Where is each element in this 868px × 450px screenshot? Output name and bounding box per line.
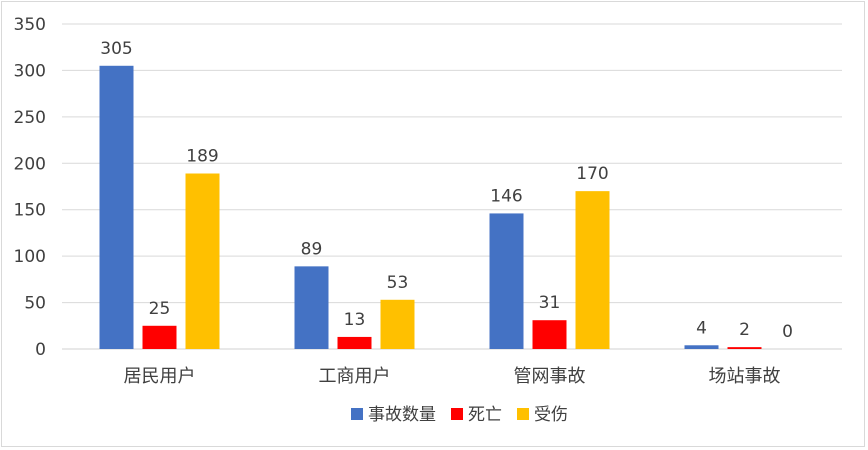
data-label: 13 — [344, 310, 366, 330]
x-tick-label: 场站事故 — [709, 366, 781, 387]
legend-label: 事故数量 — [368, 405, 436, 425]
legend-label: 受伤 — [534, 405, 568, 425]
data-label: 0 — [782, 322, 793, 342]
x-tick-label: 管网事故 — [514, 366, 586, 387]
data-label: 89 — [301, 239, 323, 259]
data-label: 2 — [739, 320, 750, 340]
data-label: 53 — [387, 273, 409, 293]
legend-item: 死亡 — [451, 405, 502, 425]
legend-item: 事故数量 — [351, 405, 436, 425]
data-labels: 305 25 189 89 13 53 146 31 170 4 2 0 — [100, 39, 793, 342]
y-tick-label: 150 — [14, 201, 46, 221]
bar — [489, 213, 524, 349]
bars — [99, 65, 762, 350]
bar — [185, 173, 220, 349]
y-tick-label: 100 — [14, 247, 46, 267]
legend-swatch — [451, 408, 463, 420]
bar — [380, 299, 415, 349]
legend-swatch — [517, 408, 529, 420]
data-label: 4 — [696, 318, 707, 338]
legend-item: 受伤 — [517, 405, 568, 425]
bar — [532, 320, 567, 349]
bar — [142, 325, 177, 349]
data-label: 25 — [149, 299, 171, 319]
y-tick-label: 350 — [14, 15, 46, 35]
y-tick-label: 0 — [35, 340, 46, 360]
x-tick-label: 工商用户 — [319, 366, 391, 387]
bar — [99, 65, 134, 350]
bar — [337, 336, 372, 349]
y-tick-label: 250 — [14, 108, 46, 128]
legend-swatch — [351, 408, 363, 420]
y-axis-tick-labels: 0 50 100 150 200 250 300 350 — [14, 15, 46, 360]
data-label: 189 — [186, 147, 218, 167]
x-axis-tick-labels: 居民用户 工商用户 管网事故 场站事故 — [124, 366, 781, 387]
data-label: 146 — [490, 186, 522, 206]
data-label: 170 — [576, 164, 608, 184]
bar — [727, 347, 762, 349]
gridlines — [62, 23, 842, 350]
legend-label: 死亡 — [468, 405, 502, 425]
bar — [684, 345, 719, 349]
legend: 事故数量 死亡 受伤 — [351, 405, 568, 425]
bar — [575, 191, 610, 349]
data-label: 305 — [100, 39, 132, 59]
x-tick-label: 居民用户 — [124, 366, 196, 387]
bar — [294, 266, 329, 349]
y-tick-label: 300 — [14, 61, 46, 81]
data-label: 31 — [539, 293, 561, 313]
y-tick-label: 50 — [24, 294, 46, 314]
y-tick-label: 200 — [14, 154, 46, 174]
